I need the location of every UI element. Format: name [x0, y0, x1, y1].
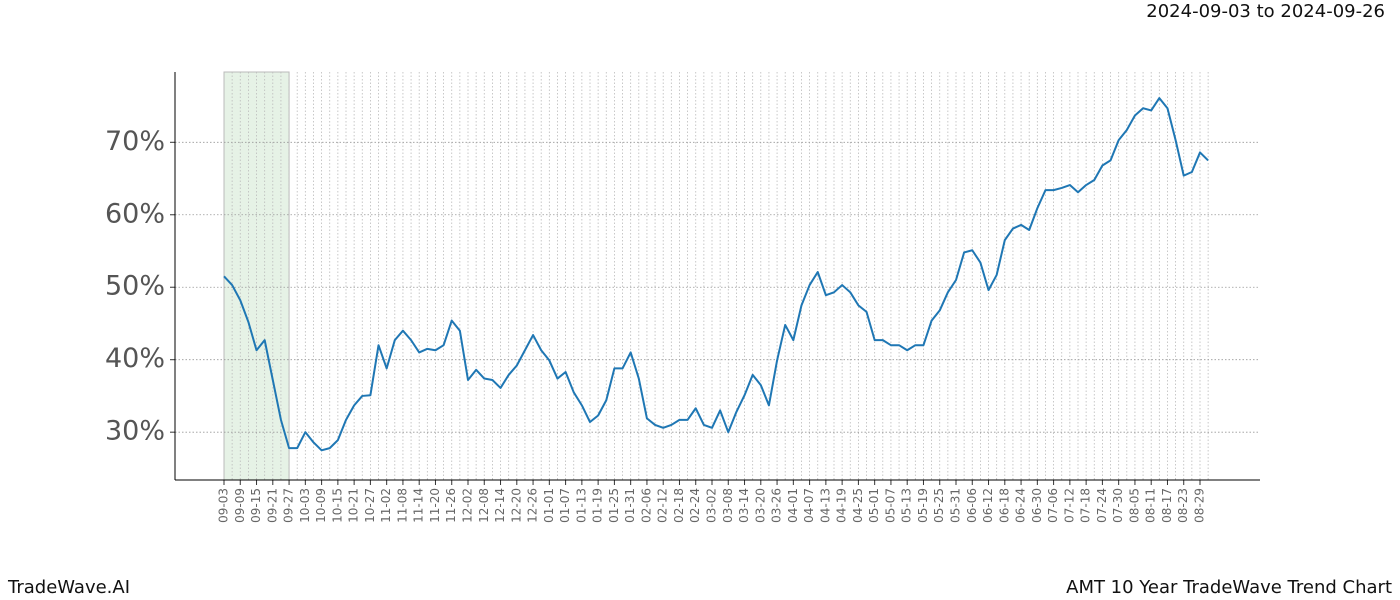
x-tick-label: 10-21 [347, 488, 361, 523]
x-tick-label: 06-18 [997, 488, 1011, 523]
x-tick-label: 11-08 [395, 488, 409, 523]
x-tick-label: 04-19 [835, 488, 849, 523]
x-tick-label: 08-05 [1127, 488, 1141, 523]
x-tick-label: 08-11 [1144, 488, 1158, 523]
x-tick-label: 12-14 [493, 488, 507, 523]
x-tick-label: 03-14 [737, 488, 751, 523]
x-tick-label: 07-12 [1062, 488, 1076, 523]
x-tick-label: 01-31 [623, 488, 637, 523]
x-tick-label: 09-27 [282, 488, 296, 523]
x-tick-label: 02-24 [688, 488, 702, 523]
x-tick-label: 06-06 [965, 488, 979, 523]
x-tick-label: 11-20 [428, 488, 442, 523]
x-tick-label: 01-19 [591, 488, 605, 523]
x-tick-label: 08-23 [1176, 488, 1190, 523]
x-tick-label: 07-06 [1046, 488, 1060, 523]
y-tick-label: 70% [105, 126, 165, 157]
x-tick-label: 06-12 [981, 488, 995, 523]
y-tick-label: 50% [105, 271, 165, 302]
x-tick-label: 09-09 [233, 488, 247, 523]
x-tick-label: 01-13 [574, 488, 588, 523]
trend-line [223, 97, 1209, 452]
x-tick-label: 05-01 [867, 488, 881, 523]
x-tick-label: 04-01 [786, 488, 800, 523]
x-tick-label: 04-07 [802, 488, 816, 523]
x-tick-label: 08-29 [1193, 488, 1207, 523]
x-tick-label: 09-21 [265, 488, 279, 523]
footer-title: AMT 10 Year TradeWave Trend Chart [1066, 577, 1392, 598]
x-tick-label: 09-03 [217, 488, 231, 523]
x-tick-label: 10-03 [298, 488, 312, 523]
x-tick-label: 08-17 [1160, 488, 1174, 523]
x-tick-label: 01-07 [558, 488, 572, 523]
x-tick-label: 12-08 [477, 488, 491, 523]
x-tick-label: 12-26 [526, 488, 540, 523]
footer-brand: TradeWave.AI [7, 577, 130, 598]
date-range: 2024-09-03 to 2024-09-26 [1146, 1, 1385, 22]
x-tick-label: 12-02 [461, 488, 475, 523]
x-tick-label: 02-18 [672, 488, 686, 523]
x-tick-label: 06-24 [1014, 488, 1028, 523]
x-tick-label: 05-19 [916, 488, 930, 523]
x-tick-label: 04-13 [818, 488, 832, 523]
x-tick-label: 07-30 [1111, 488, 1125, 523]
x-tick-label: 05-31 [949, 488, 963, 523]
x-tick-label: 06-30 [1030, 488, 1044, 523]
x-tick-label: 10-15 [330, 488, 344, 523]
x-tick-label: 10-27 [363, 488, 377, 523]
x-tick-label: 02-12 [656, 488, 670, 523]
x-tick-label: 11-02 [379, 488, 393, 523]
x-tick-label: 10-09 [314, 488, 328, 523]
x-tick-label: 05-13 [900, 488, 914, 523]
y-tick-label: 30% [105, 416, 165, 447]
x-tick-label: 05-25 [932, 488, 946, 523]
x-tick-label: 07-24 [1095, 488, 1109, 523]
x-tick-label: 11-26 [444, 488, 458, 523]
x-tick-label: 03-08 [721, 488, 735, 523]
x-tick-label: 04-25 [851, 488, 865, 523]
x-tick-label: 03-26 [770, 488, 784, 523]
x-tick-label: 12-20 [509, 488, 523, 523]
x-tick-label: 05-07 [883, 488, 897, 523]
x-tick-label: 03-02 [705, 488, 719, 523]
x-tick-label: 01-25 [607, 488, 621, 523]
x-tick-label: 02-06 [639, 488, 653, 523]
y-tick-label: 60% [105, 198, 165, 229]
x-tick-label: 09-15 [249, 488, 263, 523]
y-tick-label: 40% [105, 343, 165, 374]
x-tick-label: 07-18 [1079, 488, 1093, 523]
x-tick-label: 01-01 [542, 488, 556, 523]
x-tick-label: 03-20 [753, 488, 767, 523]
x-tick-label: 11-14 [412, 488, 426, 523]
